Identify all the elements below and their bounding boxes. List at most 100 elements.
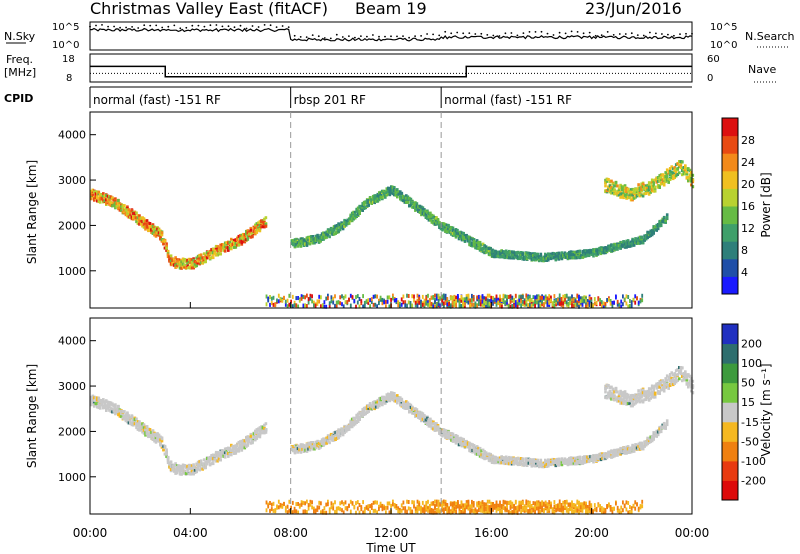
power-cell [219, 247, 222, 251]
power-cell [525, 302, 528, 307]
velocity-cell [181, 463, 185, 467]
power-cell [109, 203, 113, 207]
power-colorbar-label: Power [dB] [759, 172, 773, 237]
velocity-cell [396, 394, 399, 398]
velocity-cell [477, 451, 480, 455]
power-cell [111, 201, 114, 205]
power-cell [568, 251, 571, 255]
power-cell [156, 231, 159, 235]
velocity-cell [299, 443, 303, 447]
power-cell [416, 293, 419, 298]
power-cell [370, 201, 373, 205]
velocity-cell [378, 403, 381, 407]
power-cell [371, 194, 375, 198]
power-cell [403, 199, 407, 203]
power-cell [93, 198, 96, 202]
power-cell [481, 242, 485, 246]
power-cell [162, 242, 165, 246]
velocity-cell [381, 395, 384, 399]
power-cell [412, 202, 416, 206]
power-cell [513, 255, 517, 259]
power-cell [647, 233, 651, 237]
power-cell [202, 258, 206, 262]
power-cell [174, 256, 177, 260]
velocity-cell [497, 460, 500, 464]
power-cell [513, 251, 517, 255]
velocity-cell [231, 447, 235, 451]
power-cell [399, 197, 402, 201]
power-cell [588, 303, 591, 307]
noise-dot [185, 26, 188, 29]
velocity-cell [126, 420, 129, 424]
power-cell [444, 301, 447, 305]
velocity-cell [248, 436, 251, 440]
colorbar-swatch [722, 170, 738, 189]
power-cell [622, 191, 625, 195]
power-cell [323, 236, 327, 240]
power-cell [427, 293, 429, 298]
power-cell [532, 254, 535, 257]
power-cell [434, 300, 436, 305]
power-cell [550, 252, 553, 256]
power-cell [326, 229, 330, 233]
velocity-cell [175, 471, 179, 475]
power-cell [162, 239, 165, 243]
velocity-cell [491, 454, 494, 458]
velocity-cell [133, 418, 137, 422]
power-cell [373, 201, 376, 205]
colorbar-tick: 16 [741, 200, 755, 213]
velocity-cell [144, 425, 147, 429]
power-cell [559, 254, 562, 258]
power-cell [614, 247, 618, 251]
velocity-cell [217, 452, 221, 456]
noise-dot [335, 33, 338, 36]
velocity-cell [186, 464, 189, 468]
power-cell [309, 296, 312, 301]
velocity-cell [433, 423, 437, 427]
power-cell [318, 294, 321, 299]
velocity-cell [127, 418, 131, 422]
velocity-cell [494, 461, 497, 465]
power-cell [233, 238, 236, 242]
power-cell [632, 297, 635, 302]
power-cell [444, 229, 447, 233]
power-cell [529, 256, 532, 260]
power-cell [658, 221, 661, 225]
velocity-cell [376, 405, 380, 409]
noise-dot [131, 26, 134, 28]
power-cell [602, 301, 605, 306]
velocity-cell [374, 405, 378, 409]
velocity-cell [211, 462, 215, 466]
noise-dot [348, 35, 350, 37]
velocity-cell [456, 438, 459, 441]
velocity-cell [138, 425, 141, 429]
power-cell [468, 235, 471, 239]
power-cell [141, 220, 144, 224]
power-cell [279, 296, 282, 301]
power-cell [661, 181, 664, 185]
velocity-cell [243, 442, 247, 446]
power-cell [387, 189, 390, 193]
power-cell [524, 252, 527, 255]
power-cell [631, 241, 634, 245]
power-cell [487, 252, 491, 256]
power-cell [208, 256, 212, 260]
power-cell [631, 187, 634, 191]
power-cell [198, 254, 201, 258]
power-cell [454, 234, 458, 238]
velocity-cell [135, 417, 138, 421]
power-cell [640, 185, 643, 189]
velocity-cell [326, 439, 330, 443]
velocity-cell [145, 431, 149, 435]
velocity-cell [364, 411, 367, 415]
velocity-cell [492, 458, 496, 462]
power-cell [524, 256, 527, 260]
power-cell [611, 187, 615, 191]
power-cell [558, 301, 561, 306]
power-cell [368, 196, 372, 200]
power-cell [535, 257, 538, 261]
power-cell [102, 200, 105, 204]
noise-dot [197, 24, 200, 27]
power-cell [500, 304, 503, 309]
colorbar-swatch [722, 241, 738, 260]
